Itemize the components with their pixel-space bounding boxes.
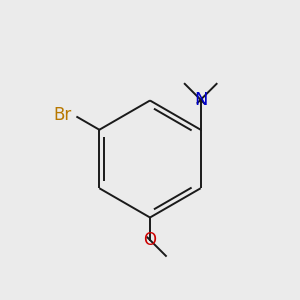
Text: N: N <box>194 91 207 109</box>
Text: Br: Br <box>54 106 72 124</box>
Text: O: O <box>143 231 157 249</box>
